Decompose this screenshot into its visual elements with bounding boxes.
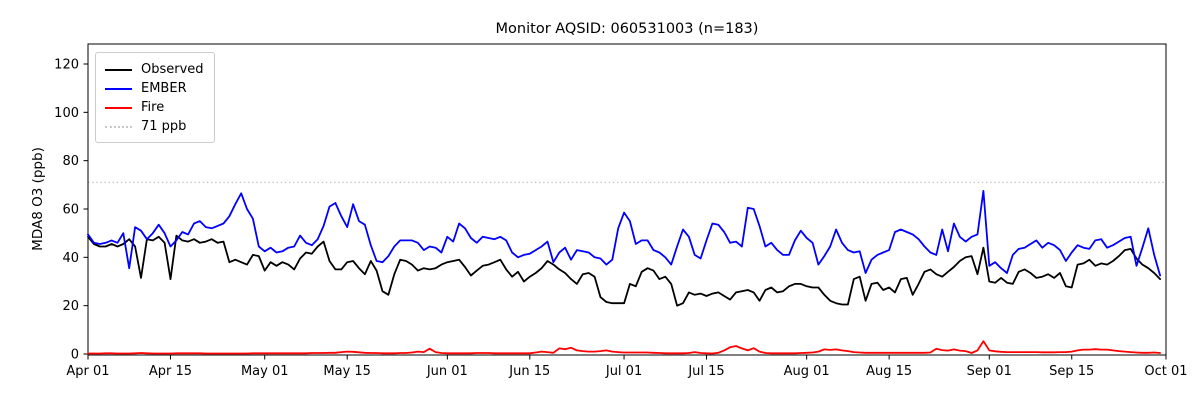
legend-line-swatch <box>105 68 132 71</box>
y-tick-label: 80 <box>62 154 79 169</box>
ember-line <box>87 189 1161 277</box>
legend-label: Observed <box>141 62 204 77</box>
x-tick-label: May 15 <box>323 364 371 379</box>
legend-item-observed: Observed <box>105 60 204 79</box>
axes-layer: 0 20 40 60 80 100 120 Apr 01 Apr 15 May 01 May 15 J… <box>54 43 1188 379</box>
legend-item-fire: Fire <box>105 98 204 117</box>
y-tick-label: 0 <box>71 348 79 363</box>
x-tick-label: Aug 15 <box>866 364 912 379</box>
y-axis-label: MDA8 O3 (ppb) <box>30 147 46 251</box>
x-tick-label: Jun 15 <box>508 364 550 379</box>
y-tick-label: 120 <box>54 57 79 72</box>
x-tick-label: Aug 01 <box>784 364 830 379</box>
x-tick-label: Jul 15 <box>687 364 724 379</box>
legend-item-71-ppb: 71 ppb <box>105 117 204 136</box>
legend-line-swatch <box>105 125 132 128</box>
y-tick-label: 60 <box>62 202 79 217</box>
observed-line <box>87 234 1161 307</box>
legend-label: 71 ppb <box>141 119 187 134</box>
chart-title: Monitor AQSID: 060531003 (n=183) <box>496 21 759 37</box>
x-tick-label: Apr 15 <box>149 364 192 379</box>
legend-box: Observed EMBER Fire 71 ppb <box>95 52 215 143</box>
x-tick-label: May 01 <box>241 364 289 379</box>
fire-line <box>87 340 1161 355</box>
y-tick-label: 100 <box>54 106 79 121</box>
y-tick-label: 40 <box>62 251 79 266</box>
y-tick-label: 20 <box>62 299 79 314</box>
plot-border <box>87 43 1167 356</box>
x-tick-label: Sep 01 <box>967 364 1012 379</box>
x-tick-label: Oct 01 <box>1144 364 1187 379</box>
legend-label: EMBER <box>141 81 187 96</box>
x-tick-label: Jul 01 <box>605 364 642 379</box>
x-tick-label: Jun 01 <box>426 364 468 379</box>
legend-label: Fire <box>141 100 165 115</box>
series-layer <box>87 189 1161 355</box>
x-tick-label: Sep 15 <box>1049 364 1094 379</box>
legend-item-ember: EMBER <box>105 79 204 98</box>
legend-line-swatch <box>105 106 132 109</box>
legend-line-swatch <box>105 87 132 90</box>
x-tick-label: Apr 01 <box>66 364 109 379</box>
